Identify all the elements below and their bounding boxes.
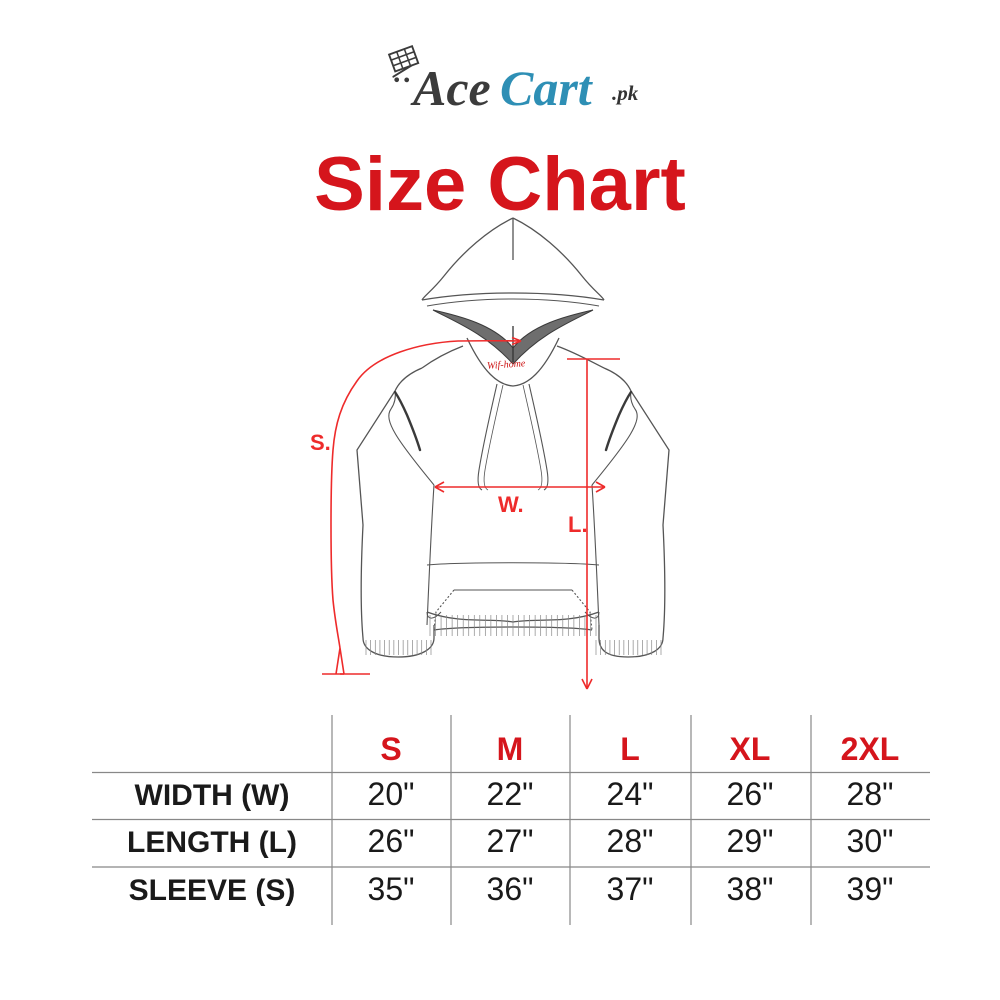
svg-text:26": 26" bbox=[727, 776, 774, 812]
svg-text:LENGTH (L): LENGTH (L) bbox=[127, 826, 297, 859]
svg-text:S: S bbox=[380, 731, 401, 767]
svg-text:20": 20" bbox=[368, 776, 415, 812]
svg-text:36": 36" bbox=[487, 871, 534, 907]
svg-text:L: L bbox=[620, 731, 640, 767]
svg-text:28": 28" bbox=[607, 823, 654, 859]
svg-text:39": 39" bbox=[847, 871, 894, 907]
svg-text:28": 28" bbox=[847, 776, 894, 812]
svg-text:29": 29" bbox=[727, 823, 774, 859]
svg-text:30": 30" bbox=[847, 823, 894, 859]
svg-text:35": 35" bbox=[368, 871, 415, 907]
svg-text:XL: XL bbox=[730, 731, 771, 767]
svg-text:22": 22" bbox=[487, 776, 534, 812]
svg-text:WIDTH (W): WIDTH (W) bbox=[135, 779, 290, 812]
svg-text:M: M bbox=[497, 731, 524, 767]
svg-text:24": 24" bbox=[607, 776, 654, 812]
svg-text:2XL: 2XL bbox=[841, 731, 900, 767]
svg-text:37": 37" bbox=[607, 871, 654, 907]
svg-text:SLEEVE (S): SLEEVE (S) bbox=[129, 874, 296, 907]
svg-text:26": 26" bbox=[368, 823, 415, 859]
svg-text:38": 38" bbox=[727, 871, 774, 907]
svg-text:27": 27" bbox=[487, 823, 534, 859]
